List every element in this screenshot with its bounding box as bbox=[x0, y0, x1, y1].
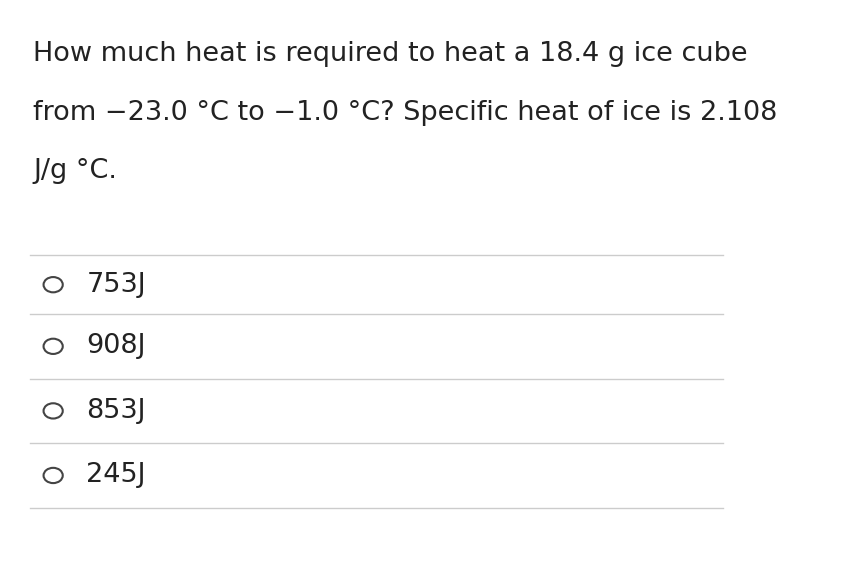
Text: 908J: 908J bbox=[86, 333, 146, 359]
Text: 245J: 245J bbox=[86, 463, 146, 488]
Text: J/g °C.: J/g °C. bbox=[33, 158, 117, 184]
Text: 853J: 853J bbox=[86, 398, 146, 424]
Text: How much heat is required to heat a 18.4 g ice cube: How much heat is required to heat a 18.4… bbox=[33, 41, 748, 67]
Text: 753J: 753J bbox=[86, 272, 146, 298]
Text: from −23.0 °C to −1.0 °C? Specific heat of ice is 2.108: from −23.0 °C to −1.0 °C? Specific heat … bbox=[33, 100, 778, 126]
